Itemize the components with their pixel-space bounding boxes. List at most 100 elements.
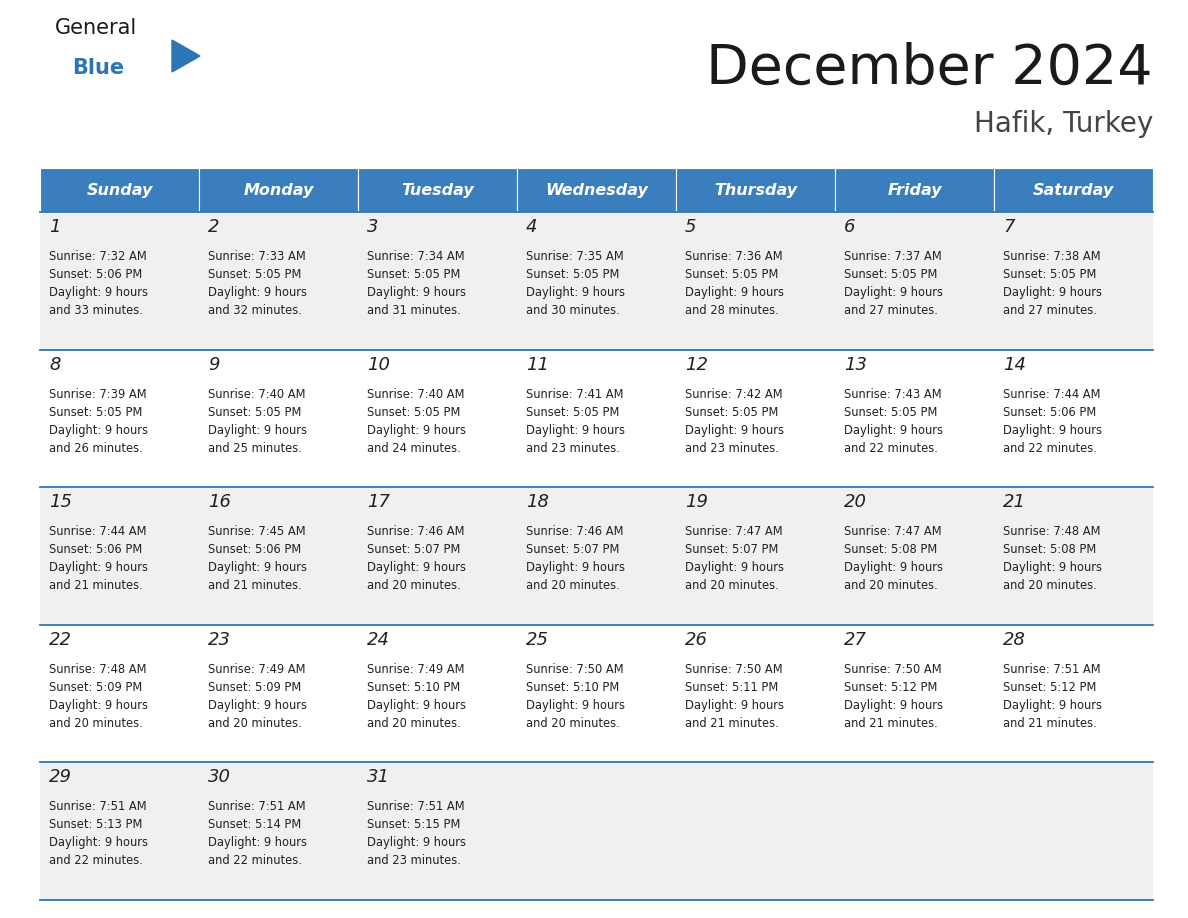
Bar [835,763,994,900]
Text: 18: 18 [526,493,549,511]
Text: 10: 10 [367,355,390,374]
Bar [40,487,200,625]
Bar [676,763,835,900]
Text: Friday: Friday [887,183,942,197]
Text: 4: 4 [526,218,537,236]
Bar [40,350,200,487]
Text: Thursday: Thursday [714,183,797,197]
Text: 5: 5 [685,218,696,236]
Bar [358,212,517,350]
Text: Sunrise: 7:50 AM
Sunset: 5:11 PM
Daylight: 9 hours
and 21 minutes.: Sunrise: 7:50 AM Sunset: 5:11 PM Dayligh… [685,663,784,730]
Text: Sunrise: 7:51 AM
Sunset: 5:12 PM
Daylight: 9 hours
and 21 minutes.: Sunrise: 7:51 AM Sunset: 5:12 PM Dayligh… [1003,663,1102,730]
Text: Sunrise: 7:36 AM
Sunset: 5:05 PM
Daylight: 9 hours
and 28 minutes.: Sunrise: 7:36 AM Sunset: 5:05 PM Dayligh… [685,250,784,317]
Text: Sunrise: 7:34 AM
Sunset: 5:05 PM
Daylight: 9 hours
and 31 minutes.: Sunrise: 7:34 AM Sunset: 5:05 PM Dayligh… [367,250,466,317]
Bar [517,487,676,625]
Text: December 2024: December 2024 [707,42,1154,96]
Bar [358,350,517,487]
Bar [200,763,358,900]
Bar [676,212,835,350]
Text: Sunrise: 7:51 AM
Sunset: 5:14 PM
Daylight: 9 hours
and 22 minutes.: Sunrise: 7:51 AM Sunset: 5:14 PM Dayligh… [208,800,307,868]
Text: 19: 19 [685,493,708,511]
Bar [835,625,994,763]
Bar [517,168,676,212]
Bar [994,350,1154,487]
Text: Monday: Monday [244,183,314,197]
Text: Sunrise: 7:49 AM
Sunset: 5:10 PM
Daylight: 9 hours
and 20 minutes.: Sunrise: 7:49 AM Sunset: 5:10 PM Dayligh… [367,663,466,730]
Text: 21: 21 [1003,493,1026,511]
Text: Sunrise: 7:39 AM
Sunset: 5:05 PM
Daylight: 9 hours
and 26 minutes.: Sunrise: 7:39 AM Sunset: 5:05 PM Dayligh… [49,387,148,454]
Text: 14: 14 [1003,355,1026,374]
Text: Saturday: Saturday [1032,183,1114,197]
Text: 24: 24 [367,631,390,649]
Text: Sunrise: 7:35 AM
Sunset: 5:05 PM
Daylight: 9 hours
and 30 minutes.: Sunrise: 7:35 AM Sunset: 5:05 PM Dayligh… [526,250,625,317]
Text: Sunrise: 7:47 AM
Sunset: 5:08 PM
Daylight: 9 hours
and 20 minutes.: Sunrise: 7:47 AM Sunset: 5:08 PM Dayligh… [843,525,943,592]
Text: Sunrise: 7:33 AM
Sunset: 5:05 PM
Daylight: 9 hours
and 32 minutes.: Sunrise: 7:33 AM Sunset: 5:05 PM Dayligh… [208,250,307,317]
Text: Sunrise: 7:45 AM
Sunset: 5:06 PM
Daylight: 9 hours
and 21 minutes.: Sunrise: 7:45 AM Sunset: 5:06 PM Dayligh… [208,525,307,592]
Bar [358,625,517,763]
Text: 3: 3 [367,218,379,236]
Text: 6: 6 [843,218,855,236]
Bar [676,487,835,625]
Text: Sunrise: 7:43 AM
Sunset: 5:05 PM
Daylight: 9 hours
and 22 minutes.: Sunrise: 7:43 AM Sunset: 5:05 PM Dayligh… [843,387,943,454]
Text: Tuesday: Tuesday [402,183,474,197]
Bar [200,350,358,487]
Bar [994,212,1154,350]
Text: 11: 11 [526,355,549,374]
Bar [994,168,1154,212]
Text: Sunday: Sunday [87,183,153,197]
Bar [676,350,835,487]
Text: 30: 30 [208,768,230,787]
Bar [517,625,676,763]
Bar [835,212,994,350]
Text: 9: 9 [208,355,220,374]
Text: Sunrise: 7:51 AM
Sunset: 5:13 PM
Daylight: 9 hours
and 22 minutes.: Sunrise: 7:51 AM Sunset: 5:13 PM Dayligh… [49,800,148,868]
Text: 20: 20 [843,493,867,511]
Text: Sunrise: 7:51 AM
Sunset: 5:15 PM
Daylight: 9 hours
and 23 minutes.: Sunrise: 7:51 AM Sunset: 5:15 PM Dayligh… [367,800,466,868]
Text: 29: 29 [49,768,72,787]
Bar [835,168,994,212]
Text: General: General [55,18,138,38]
Bar [676,625,835,763]
Text: Sunrise: 7:38 AM
Sunset: 5:05 PM
Daylight: 9 hours
and 27 minutes.: Sunrise: 7:38 AM Sunset: 5:05 PM Dayligh… [1003,250,1102,317]
Text: 23: 23 [208,631,230,649]
Text: Sunrise: 7:49 AM
Sunset: 5:09 PM
Daylight: 9 hours
and 20 minutes.: Sunrise: 7:49 AM Sunset: 5:09 PM Dayligh… [208,663,307,730]
Text: Sunrise: 7:32 AM
Sunset: 5:06 PM
Daylight: 9 hours
and 33 minutes.: Sunrise: 7:32 AM Sunset: 5:06 PM Dayligh… [49,250,148,317]
Text: 7: 7 [1003,218,1015,236]
Bar [40,168,200,212]
Bar [517,763,676,900]
Text: Sunrise: 7:44 AM
Sunset: 5:06 PM
Daylight: 9 hours
and 21 minutes.: Sunrise: 7:44 AM Sunset: 5:06 PM Dayligh… [49,525,148,592]
Text: 16: 16 [208,493,230,511]
Text: 17: 17 [367,493,390,511]
Text: Sunrise: 7:44 AM
Sunset: 5:06 PM
Daylight: 9 hours
and 22 minutes.: Sunrise: 7:44 AM Sunset: 5:06 PM Dayligh… [1003,387,1102,454]
Text: 8: 8 [49,355,61,374]
Polygon shape [172,40,200,72]
Bar [994,763,1154,900]
Bar [676,168,835,212]
Text: Hafik, Turkey: Hafik, Turkey [974,110,1154,138]
Bar [40,625,200,763]
Text: Sunrise: 7:42 AM
Sunset: 5:05 PM
Daylight: 9 hours
and 23 minutes.: Sunrise: 7:42 AM Sunset: 5:05 PM Dayligh… [685,387,784,454]
Bar [40,212,200,350]
Bar [200,212,358,350]
Bar [358,487,517,625]
Bar [994,487,1154,625]
Text: 28: 28 [1003,631,1026,649]
Bar [994,625,1154,763]
Text: 22: 22 [49,631,72,649]
Text: 1: 1 [49,218,61,236]
Text: Sunrise: 7:41 AM
Sunset: 5:05 PM
Daylight: 9 hours
and 23 minutes.: Sunrise: 7:41 AM Sunset: 5:05 PM Dayligh… [526,387,625,454]
Bar [358,168,517,212]
Text: 26: 26 [685,631,708,649]
Text: Wednesday: Wednesday [545,183,647,197]
Text: 15: 15 [49,493,72,511]
Text: Blue: Blue [72,58,124,78]
Bar [517,350,676,487]
Bar [517,212,676,350]
Text: 25: 25 [526,631,549,649]
Text: Sunrise: 7:50 AM
Sunset: 5:10 PM
Daylight: 9 hours
and 20 minutes.: Sunrise: 7:50 AM Sunset: 5:10 PM Dayligh… [526,663,625,730]
Text: Sunrise: 7:37 AM
Sunset: 5:05 PM
Daylight: 9 hours
and 27 minutes.: Sunrise: 7:37 AM Sunset: 5:05 PM Dayligh… [843,250,943,317]
Bar [835,487,994,625]
Text: Sunrise: 7:48 AM
Sunset: 5:08 PM
Daylight: 9 hours
and 20 minutes.: Sunrise: 7:48 AM Sunset: 5:08 PM Dayligh… [1003,525,1102,592]
Bar [200,168,358,212]
Bar [835,350,994,487]
